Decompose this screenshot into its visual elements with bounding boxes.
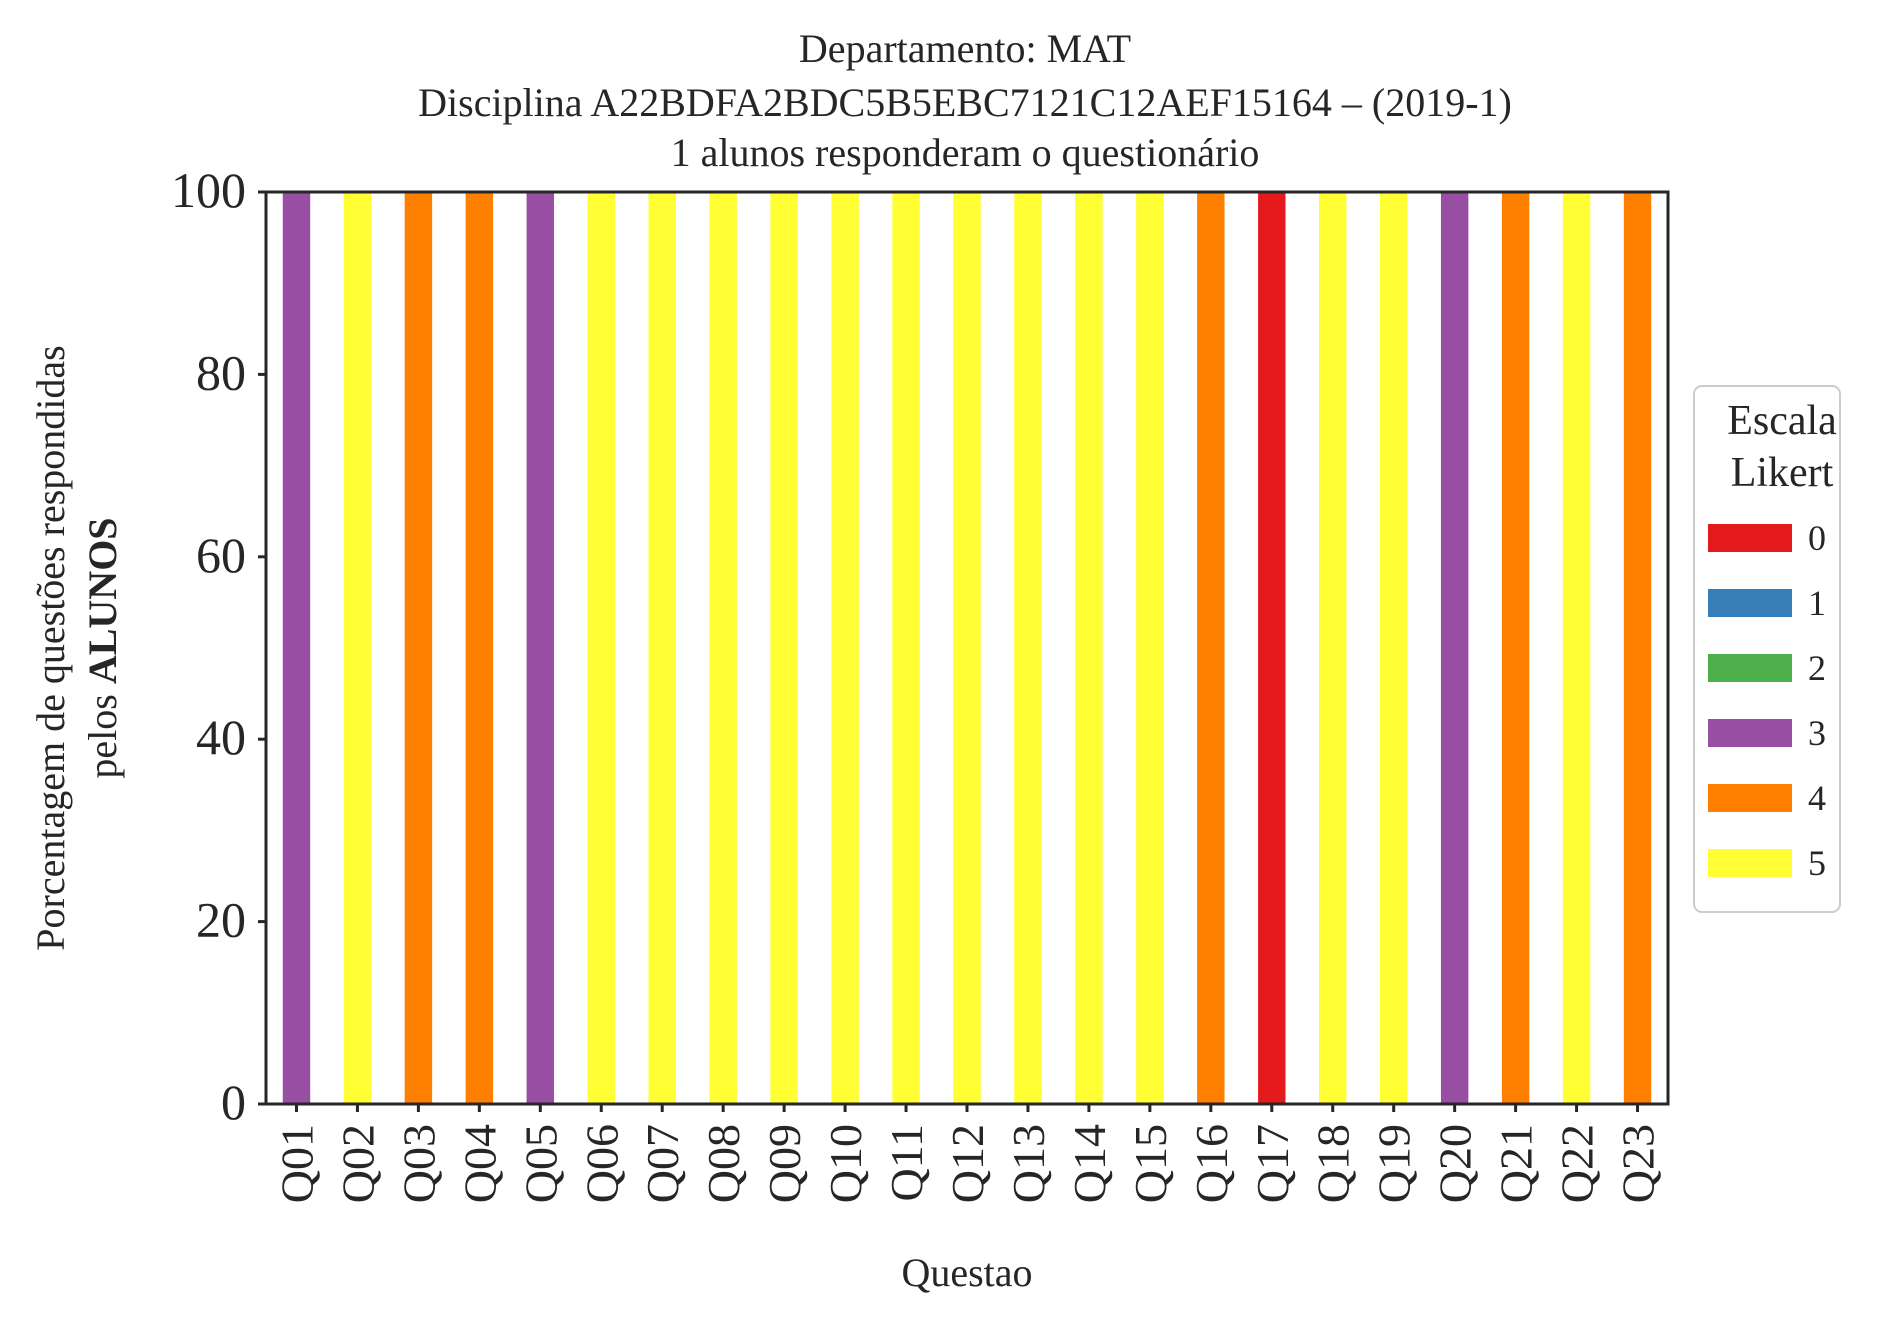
legend-label-3: 3 xyxy=(1808,713,1826,753)
chart-title-line-3: 1 alunos responderam o questionário xyxy=(671,130,1260,175)
y-tick-label-60: 60 xyxy=(196,527,246,583)
x-tick-label-q17: Q17 xyxy=(1247,1124,1298,1203)
bar-q19-likert-5 xyxy=(1379,192,1408,1104)
y-axis-label-line-1: Porcentagem de questões respondidas xyxy=(28,345,73,950)
legend-title-line-2: Likert xyxy=(1731,450,1834,496)
x-tick-label-q09: Q09 xyxy=(759,1124,810,1203)
x-tick-label-q21: Q21 xyxy=(1491,1124,1542,1203)
legend-label-5: 5 xyxy=(1808,843,1826,883)
y-axis-label-bold: ALUNOS xyxy=(80,517,125,684)
legend: Escala Likert 0 1 2 3 4 5 xyxy=(1693,385,1841,913)
bar-q23-likert-4 xyxy=(1623,192,1652,1104)
bar-q21-likert-4 xyxy=(1501,192,1530,1104)
x-tick-label-q18: Q18 xyxy=(1308,1124,1359,1203)
x-tick-label-q16: Q16 xyxy=(1186,1124,1237,1203)
y-tick-label-80: 80 xyxy=(196,344,246,400)
x-tick-label-q14: Q14 xyxy=(1064,1124,1115,1203)
x-tick-label-q06: Q06 xyxy=(576,1124,627,1203)
bar-q03-likert-4 xyxy=(404,192,433,1104)
y-tick-label-20: 20 xyxy=(196,892,246,948)
legend-swatch-2 xyxy=(1708,654,1792,682)
bar-q14-likert-5 xyxy=(1075,192,1103,1104)
legend-entries: 0 1 2 3 4 5 xyxy=(1708,518,1826,883)
bar-q10-likert-5 xyxy=(831,192,859,1104)
bar-q22-likert-5 xyxy=(1562,192,1591,1104)
x-tick-label-q12: Q12 xyxy=(942,1124,993,1203)
bars-group xyxy=(282,192,1652,1104)
bar-q05-likert-3 xyxy=(526,192,555,1104)
x-tick-label-q15: Q15 xyxy=(1125,1124,1176,1203)
x-tick-label-q10: Q10 xyxy=(820,1124,871,1203)
legend-swatch-0 xyxy=(1708,524,1792,552)
legend-label-0: 0 xyxy=(1808,518,1826,558)
bar-q16-likert-4 xyxy=(1197,192,1225,1104)
y-axis-ticks: 0 20 40 60 80 100 xyxy=(171,162,266,1130)
bar-q07-likert-5 xyxy=(648,192,676,1104)
bar-q06-likert-5 xyxy=(587,192,615,1104)
legend-title-line-1: Escala xyxy=(1727,398,1837,444)
x-tick-label-q01: Q01 xyxy=(271,1124,322,1203)
x-tick-label-q19: Q19 xyxy=(1369,1124,1420,1203)
x-tick-label-q13: Q13 xyxy=(1003,1124,1054,1203)
bar-q11-likert-5 xyxy=(892,192,920,1104)
legend-swatch-5 xyxy=(1708,849,1792,877)
bar-q15-likert-5 xyxy=(1136,192,1164,1104)
legend-swatch-4 xyxy=(1708,784,1792,812)
bar-q04-likert-4 xyxy=(465,192,494,1104)
y-tick-label-100: 100 xyxy=(171,162,246,218)
y-axis-label-line-2: pelos ALUNOS xyxy=(80,517,125,778)
x-tick-label-q03: Q03 xyxy=(393,1124,444,1203)
legend-label-4: 4 xyxy=(1808,778,1826,818)
x-axis-label: Questao xyxy=(901,1250,1032,1295)
x-tick-label-q20: Q20 xyxy=(1430,1124,1481,1203)
chart-title-line-2: Disciplina A22BDFA2BDC5B5EBC7121C12AEF15… xyxy=(418,80,1512,125)
bar-q13-likert-5 xyxy=(1014,192,1042,1104)
x-tick-label-q02: Q02 xyxy=(332,1124,383,1203)
bar-q18-likert-5 xyxy=(1319,192,1347,1104)
legend-swatch-1 xyxy=(1708,589,1792,617)
x-tick-label-q08: Q08 xyxy=(698,1124,749,1203)
legend-label-1: 1 xyxy=(1808,583,1826,623)
x-tick-label-q07: Q07 xyxy=(637,1124,688,1203)
x-tick-label-q04: Q04 xyxy=(454,1124,505,1203)
y-axis-label-prefix: pelos xyxy=(80,684,125,778)
x-tick-label-q05: Q05 xyxy=(515,1124,566,1203)
legend-swatch-3 xyxy=(1708,719,1792,747)
legend-label-2: 2 xyxy=(1808,648,1826,688)
x-tick-label-q11: Q11 xyxy=(881,1124,932,1202)
bar-q17-likert-0 xyxy=(1258,192,1286,1104)
x-tick-label-q23: Q23 xyxy=(1613,1124,1664,1203)
x-tick-label-q22: Q22 xyxy=(1552,1124,1603,1203)
bar-q12-likert-5 xyxy=(953,192,981,1104)
plot-frame xyxy=(264,190,1670,1106)
legend-box xyxy=(1693,385,1841,913)
y-tick-label-0: 0 xyxy=(221,1074,246,1130)
bar-q09-likert-5 xyxy=(770,192,798,1104)
bar-q08-likert-5 xyxy=(709,192,737,1104)
x-axis-ticks: Q01 Q02 Q03 Q04 Q05 Q06 Q07 Q08 Q09 Q10 Q11 Q12 Q13 Q… xyxy=(271,1104,1664,1203)
bar-q20-likert-3 xyxy=(1440,192,1469,1104)
bar-q02-likert-5 xyxy=(343,192,372,1104)
y-tick-label-40: 40 xyxy=(196,709,246,765)
chart-title-line-1: Departamento: MAT xyxy=(799,26,1131,71)
bar-q01-likert-3 xyxy=(282,192,311,1104)
